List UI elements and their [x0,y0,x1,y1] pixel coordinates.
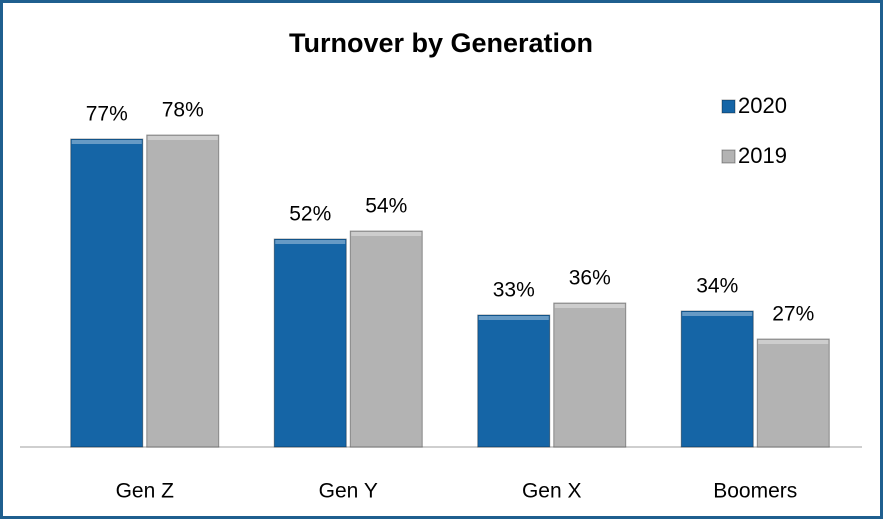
bar-bevel [147,136,218,140]
bar [146,134,220,448]
bar [477,314,551,448]
bar-bevel [351,232,422,236]
value-label: 54% [365,195,407,218]
legend-swatch [721,99,736,114]
x-tick-label: Gen X [522,480,582,503]
x-tick-label: Boomers [713,480,797,503]
x-tick-label: Gen Y [319,480,378,503]
bar-bevel [554,304,625,308]
bar-bevel [275,240,346,244]
value-label: 52% [289,203,331,226]
bar [553,302,627,448]
bar [680,310,754,448]
value-label: 27% [772,303,814,326]
legend-label: 2019 [738,143,787,168]
bar [756,338,830,448]
bar-bevel [758,340,829,344]
bar [349,230,423,448]
x-tick-label: Gen Z [116,480,175,503]
bar-bevel [682,312,753,316]
chart-title: Turnover by Generation [289,28,593,58]
bar [273,238,347,448]
value-label: 36% [569,267,611,290]
value-label: 34% [696,275,738,298]
bar-bevel [478,316,549,320]
value-label: 78% [162,99,204,122]
bar-bevel [71,140,142,144]
bar [70,138,144,448]
value-label: 33% [493,279,535,302]
legend-swatch [721,149,736,164]
value-label: 77% [86,103,128,126]
legend-label: 2020 [738,93,787,118]
